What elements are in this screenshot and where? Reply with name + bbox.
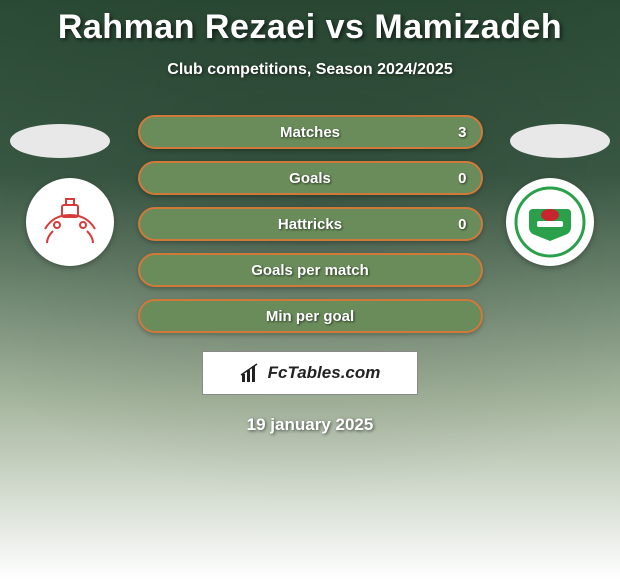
page-title: Rahman Rezaei vs Mamizadeh — [0, 0, 620, 47]
club-badge-right — [500, 178, 600, 266]
stat-label: Matches — [140, 124, 481, 141]
stat-row-goals-per-match: Goals per match — [138, 253, 483, 287]
stat-label: Min per goal — [140, 308, 481, 325]
stat-row-matches: Matches 3 — [138, 115, 483, 149]
club-badge-left — [20, 178, 120, 266]
stat-right-value: 0 — [458, 170, 466, 187]
player-left-avatar — [10, 124, 110, 158]
stat-row-goals: Goals 0 — [138, 161, 483, 195]
stat-label: Hattricks — [140, 216, 481, 233]
branding-text: FcTables.com — [268, 363, 381, 383]
club-badge-right-circle — [506, 178, 594, 266]
stat-label: Goals per match — [140, 262, 481, 279]
club-right-icon — [513, 185, 587, 259]
stat-right-value: 0 — [458, 216, 466, 233]
date-text: 19 january 2025 — [0, 415, 620, 435]
club-left-icon — [35, 187, 105, 257]
season-subtitle: Club competitions, Season 2024/2025 — [0, 61, 620, 79]
player-right-avatar — [510, 124, 610, 158]
stat-right-value: 3 — [458, 124, 466, 141]
stat-label: Goals — [140, 170, 481, 187]
infographic-content: Rahman Rezaei vs Mamizadeh Club competit… — [0, 0, 620, 580]
branding-box: FcTables.com — [202, 351, 418, 395]
stat-row-hattricks: Hattricks 0 — [138, 207, 483, 241]
club-badge-left-circle — [26, 178, 114, 266]
bar-chart-icon — [240, 362, 262, 384]
stat-row-min-per-goal: Min per goal — [138, 299, 483, 333]
